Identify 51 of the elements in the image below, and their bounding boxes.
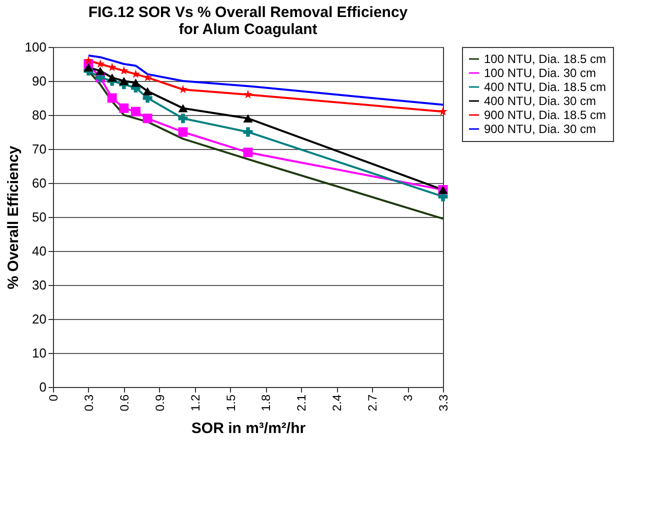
point xyxy=(119,76,129,86)
y-tick-label: 60 xyxy=(32,176,46,190)
point xyxy=(107,73,117,82)
point xyxy=(130,106,140,116)
point xyxy=(178,127,188,137)
point xyxy=(142,87,152,96)
y-tick-label: 80 xyxy=(32,108,46,122)
x-tick-label: 2.1 xyxy=(294,394,309,412)
point xyxy=(84,56,93,64)
y-tick-label: 40 xyxy=(32,244,46,258)
point xyxy=(243,127,253,137)
legend-label: 900 NTU, Dia. 30 cm xyxy=(484,122,596,136)
point xyxy=(96,66,106,75)
y-tick-label: 10 xyxy=(32,346,46,360)
legend-label: 900 NTU, Dia. 18.5 cm xyxy=(484,108,606,122)
point xyxy=(130,78,140,87)
point xyxy=(243,114,253,123)
y-tick-label: 70 xyxy=(32,142,46,156)
point xyxy=(84,63,94,72)
point xyxy=(119,103,129,113)
point xyxy=(178,114,188,124)
y-tick-label: 90 xyxy=(32,74,46,88)
text: for Alum Coagulant xyxy=(178,21,318,38)
legend-label: 100 NTU, Dia. 30 cm xyxy=(484,66,596,80)
point xyxy=(178,104,188,112)
y-tick-label: 30 xyxy=(32,278,46,292)
x-tick-label: 0.9 xyxy=(152,394,167,412)
x-tick-label: 0 xyxy=(46,394,60,402)
x-tick-label: 3.3 xyxy=(436,394,450,412)
x-tick-label: 0.6 xyxy=(117,394,132,412)
legend-label: 400 NTU, Dia. 30 cm xyxy=(484,94,596,108)
text: FIG.12 SOR Vs % Overall Removal Efficiency xyxy=(88,4,408,21)
point xyxy=(243,148,253,158)
x-tick-label: 3 xyxy=(401,394,416,402)
y-tick-label: 20 xyxy=(32,312,46,326)
x-tick-label: 2.4 xyxy=(330,394,344,412)
x-tick-label: 0.3 xyxy=(82,394,96,412)
x-tick-label: 1.8 xyxy=(259,394,274,412)
x-tick-label: 1.5 xyxy=(224,394,238,412)
x-axis-title: SOR in m³/m²/hr xyxy=(191,420,306,438)
y-axis-title: % Overall Efficiency xyxy=(4,145,22,290)
point xyxy=(438,106,448,116)
y-tick-label: 100 xyxy=(24,40,46,54)
point xyxy=(142,114,152,124)
point xyxy=(107,93,117,103)
y-tick-label: 50 xyxy=(32,210,46,224)
x-tick-label: 1.2 xyxy=(188,394,202,412)
point xyxy=(243,90,253,98)
x-tick-label: 2.7 xyxy=(366,394,380,412)
legend-label: 100 NTU, Dia. 18.5 cm xyxy=(484,52,606,66)
legend-label: 400 NTU, Dia. 18.5 cm xyxy=(484,80,606,94)
